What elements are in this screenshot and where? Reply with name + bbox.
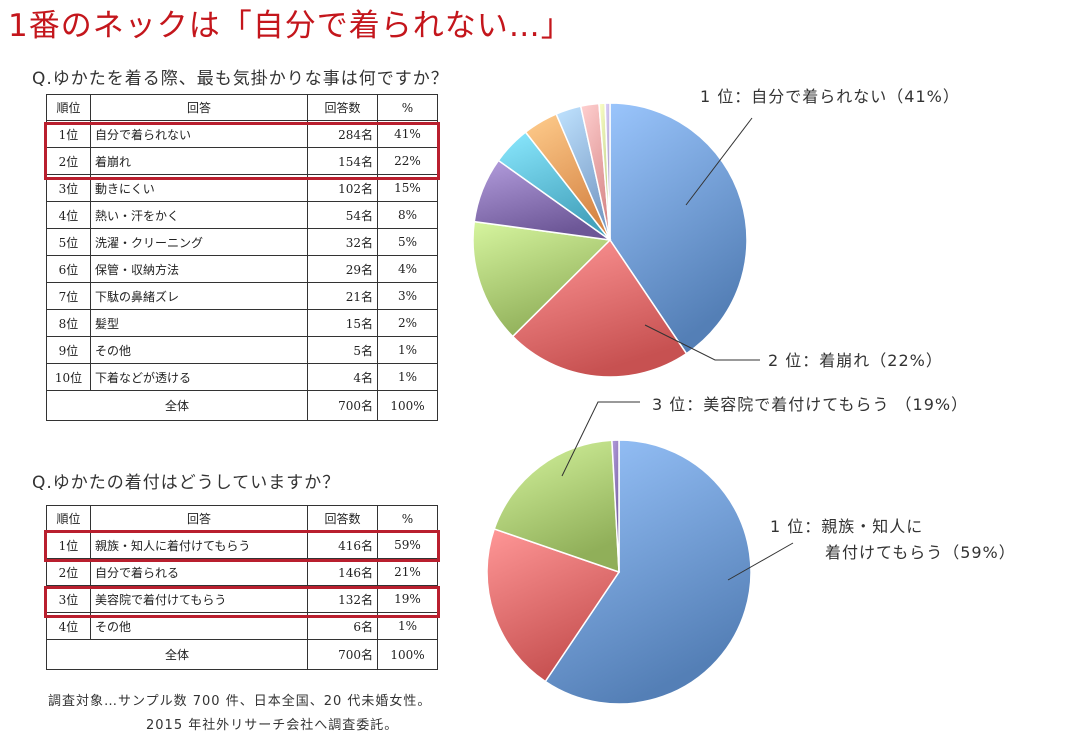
leader-line-q1-first: [685, 117, 753, 206]
cell-answer: 親族・知人に着付けてもらう: [90, 531, 308, 559]
header-pct: %: [377, 94, 438, 121]
cell-rank: 4位: [46, 201, 91, 229]
cell-count: 416名: [307, 531, 378, 559]
callout-q2-first-line2: 着付けてもらう（59%）: [825, 543, 1016, 562]
leader-line-q2-first: [727, 542, 794, 581]
table-row: 7位 下駄の鼻緒ズレ 21名 3%: [46, 282, 438, 310]
cell-pct: 19%: [377, 585, 438, 613]
cell-count: 32名: [307, 228, 378, 256]
question-1-table: 順位 回答 回答数 % 1位 自分で着られない 284名 41% 2位 着崩れ 154名 22…: [46, 94, 438, 421]
table-header-row: 順位 回答 回答数 %: [46, 94, 438, 121]
pie-chart-dressing: [486, 439, 752, 705]
page-headline: 1番のネックは「自分で着られない…」: [8, 8, 573, 44]
cell-pct: 8%: [377, 201, 438, 229]
table-total-row: 全体 700名 100%: [46, 639, 438, 670]
cell-pct: 59%: [377, 531, 438, 559]
question-2-table: 順位 回答 回答数 % 1位 親族・知人に着付けてもらう 416名 59% 2位 自分で着…: [46, 505, 438, 670]
callout-q2-first-line1: 1 位：親族・知人に: [770, 517, 924, 536]
cell-pct: 4%: [377, 255, 438, 283]
callout-q1-second: 2 位：着崩れ（22%）: [768, 351, 943, 370]
total-pct: 100%: [377, 639, 438, 670]
pie2-slice-4: [611, 439, 620, 573]
table-row: 2位 自分で着られる 146名 21%: [46, 558, 438, 586]
highlight-box-rank-1: [44, 530, 440, 562]
pie1-slice-2: [511, 238, 688, 378]
callout-q2-third: 3 位：美容院で着付けてもらう （19%）: [652, 395, 969, 414]
cell-pct: 1%: [377, 336, 438, 364]
cell-count: 15名: [307, 309, 378, 337]
cell-count: 5名: [307, 336, 378, 364]
cell-pct: 21%: [377, 558, 438, 586]
cell-answer: 熱い・汗をかく: [90, 201, 308, 229]
cell-answer: 自分で着られる: [90, 558, 308, 586]
survey-note-line1: 調査対象…サンプル数 700 件、日本全国、20 代未婚女性。: [48, 694, 432, 709]
table-header-row: 順位 回答 回答数 %: [46, 505, 438, 532]
callout-q2-first: 1 位：親族・知人に 着付けてもらう（59%）: [770, 514, 1016, 566]
total-count: 700名: [307, 639, 378, 670]
cell-count: 146名: [307, 558, 378, 586]
leader-line-q2-third: [561, 401, 640, 477]
callout-q1-first: 1 位：自分で着られない（41%）: [700, 87, 960, 106]
cell-answer: 着崩れ: [90, 147, 308, 175]
table-total-row: 全体 700名 100%: [46, 390, 438, 421]
highlight-box-rank-3: [44, 586, 440, 618]
question-2-title: Q.ゆかたの着付はどうしていますか？: [32, 473, 341, 493]
question-1-title: Q.ゆかたを着る際、最も気掛かりな事は何ですか？: [32, 69, 449, 89]
cell-answer: 洗濯・クリーニング: [90, 228, 308, 256]
pie1-slice-10: [604, 102, 611, 241]
cell-rank: 7位: [46, 282, 91, 310]
pie2-slice-2: [486, 528, 621, 683]
total-pct: 100%: [377, 390, 438, 421]
table-row: 3位 美容院で着付けてもらう 132名 19%: [46, 585, 438, 613]
header-answer: 回答: [90, 505, 308, 532]
cell-rank: 9位: [46, 336, 91, 364]
table-row: 8位 髪型 15名 2%: [46, 309, 438, 337]
cell-rank: 10位: [46, 363, 91, 391]
table-row: 4位 熱い・汗をかく 54名 8%: [46, 201, 438, 229]
survey-note-line2: 2015 年社外リサーチ会社へ調査委託。: [146, 718, 399, 733]
total-label: 全体: [46, 390, 308, 421]
pie1-slice-3: [472, 220, 612, 338]
table-row: 6位 保管・収納方法 29名 4%: [46, 255, 438, 283]
leader-line-q1-second: [644, 324, 760, 361]
pie-chart-concerns: [472, 102, 748, 378]
pie1-slice-1: [609, 102, 748, 355]
cell-rank: 3位: [46, 585, 91, 613]
cell-count: 29名: [307, 255, 378, 283]
cell-rank: 5位: [46, 228, 91, 256]
total-count: 700名: [307, 390, 378, 421]
table-row: 9位 その他 5名 1%: [46, 336, 438, 364]
cell-answer: 下着などが透ける: [90, 363, 308, 391]
table-row: 1位 親族・知人に着付けてもらう 416名 59%: [46, 531, 438, 559]
highlight-box-top-answers: [44, 122, 440, 180]
pie2-slice-1: [544, 439, 752, 705]
pie2-slice-3: [493, 439, 620, 574]
total-label: 全体: [46, 639, 308, 670]
